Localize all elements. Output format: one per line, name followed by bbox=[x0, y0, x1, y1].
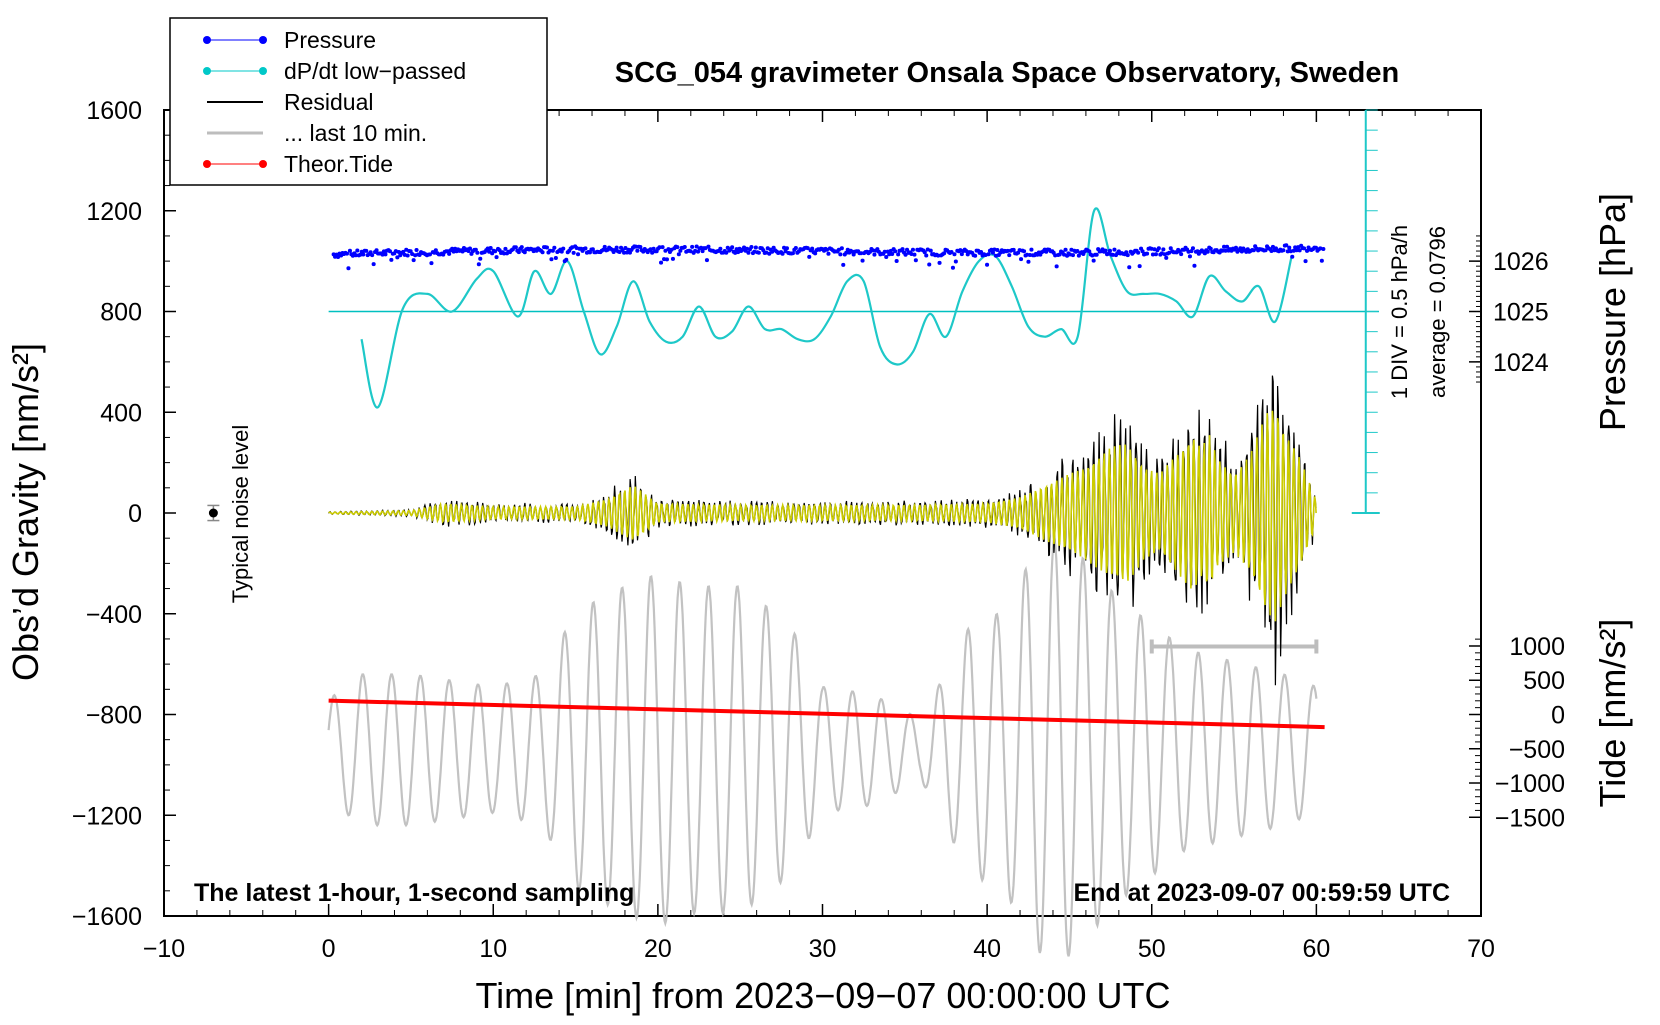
tide-tick-label: −1500 bbox=[1495, 804, 1565, 832]
tide-series bbox=[328, 698, 1325, 730]
noise-label: Typical noise level bbox=[228, 425, 253, 604]
y-tick-label: 800 bbox=[100, 299, 142, 327]
y-tick-label: −400 bbox=[86, 601, 142, 629]
tide-axis-label: Tide [nm/s²] bbox=[1592, 619, 1633, 808]
x-tick-label: −10 bbox=[143, 935, 185, 963]
y-tick-label: 1600 bbox=[86, 97, 142, 125]
legend-tide-label: Theor.Tide bbox=[284, 151, 393, 177]
chart-title: SCG_054 gravimeter Onsala Space Observat… bbox=[615, 57, 1399, 89]
legend-tide-dot bbox=[259, 160, 267, 168]
legend-last10-label: ... last 10 min. bbox=[284, 120, 427, 146]
bottom-right-note: End at 2023-09-07 00:59:59 UTC bbox=[1073, 879, 1450, 907]
residual-series bbox=[328, 375, 1317, 686]
x-tick-label: 70 bbox=[1467, 935, 1495, 963]
x-tick-label: 50 bbox=[1138, 935, 1166, 963]
legend-pressure-dot bbox=[203, 36, 211, 44]
dpdt-line bbox=[360, 207, 1293, 409]
legend-dpdt-dot bbox=[203, 67, 211, 75]
y-tick-label: −800 bbox=[86, 702, 142, 730]
bottom-left-note: The latest 1-hour, 1-second sampling bbox=[194, 879, 634, 907]
legend-pressure-label: Pressure bbox=[284, 27, 376, 53]
last10-series bbox=[327, 537, 1319, 957]
pressure-scale-label: 1 DIV = 0.5 hPa/h bbox=[1387, 225, 1412, 399]
tide-tick-label: 0 bbox=[1551, 702, 1565, 730]
pressure-dots bbox=[331, 243, 1326, 271]
y-tick-label: 0 bbox=[128, 500, 142, 528]
x-tick-label: 40 bbox=[973, 935, 1001, 963]
pressure-tick-label: 1024 bbox=[1493, 349, 1549, 377]
misc-marks bbox=[207, 504, 220, 522]
pressure-average-label: average = 0.0796 bbox=[1425, 226, 1450, 398]
tide-line bbox=[328, 698, 1325, 730]
legend: Pressure dP/dt low−passed Residual ... l… bbox=[169, 17, 548, 186]
y-tick-label: 400 bbox=[100, 399, 142, 427]
residual-yellow-line bbox=[328, 410, 1317, 622]
tide-tick-label: −1000 bbox=[1495, 770, 1565, 798]
x-tick-label: 0 bbox=[322, 935, 336, 963]
x-tick-label: 10 bbox=[479, 935, 507, 963]
dpdt-series bbox=[328, 207, 1379, 409]
legend-residual-label: Residual bbox=[284, 89, 374, 115]
y-axis-label: Obs’d Gravity [nm/s²] bbox=[5, 343, 46, 681]
legend-dpdt-label: dP/dt low−passed bbox=[284, 58, 466, 84]
pressure-tick-label: 1026 bbox=[1493, 248, 1549, 276]
legend-dpdt-dot bbox=[259, 67, 267, 75]
plot-frame bbox=[163, 109, 1482, 917]
pressure-scale-axis bbox=[1351, 109, 1380, 514]
x-tick-label: 30 bbox=[809, 935, 837, 963]
tide-tick-label: −500 bbox=[1509, 736, 1565, 764]
axis-ticks: −10 0 10 20 30 40 50 60 70 1600 1200 800 400 0 −400 −80… bbox=[72, 97, 1565, 963]
pressure-axis-label: Pressure [hPa] bbox=[1592, 193, 1633, 431]
noise-point bbox=[208, 508, 218, 518]
legend-tide-dot bbox=[203, 160, 211, 168]
tide-tick-label: 1000 bbox=[1509, 633, 1565, 661]
x-tick-label: 60 bbox=[1302, 935, 1330, 963]
legend-pressure-dot bbox=[259, 36, 267, 44]
x-axis-label: Time [min] from 2023−09−07 00:00:00 UTC bbox=[475, 975, 1170, 1016]
pressure-tick-label: 1025 bbox=[1493, 299, 1549, 327]
x-tick-label: 20 bbox=[644, 935, 672, 963]
y-tick-label: −1600 bbox=[72, 903, 142, 931]
pressure-series bbox=[331, 243, 1326, 271]
y-tick-label: 1200 bbox=[86, 198, 142, 226]
last10-line bbox=[327, 537, 1318, 957]
y-tick-label: −1200 bbox=[72, 802, 142, 830]
tide-tick-label: 500 bbox=[1523, 667, 1565, 695]
